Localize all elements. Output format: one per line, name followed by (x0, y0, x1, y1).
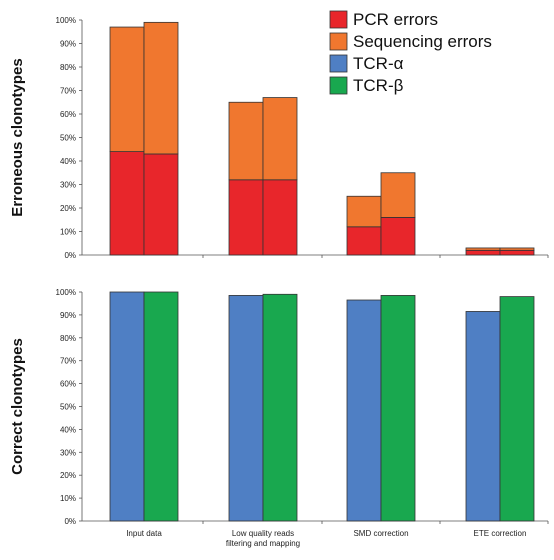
bar-pcr-errors-3-beta (499, 249, 535, 256)
legend: PCR errors Sequencing errors TCR-α TCR-β (329, 10, 492, 95)
y-tick-label: 90% (60, 311, 76, 320)
category-label: filtering and mapping (226, 539, 300, 548)
legend-swatch (329, 32, 348, 51)
y-tick-label: 70% (60, 357, 76, 366)
y-tick-label: 10% (60, 494, 76, 503)
legend-label: TCR-β (353, 76, 404, 95)
bar-tcr-alpha-3 (465, 311, 501, 522)
bar-pcr-errors-0-beta (143, 153, 179, 256)
bar-tcr-beta-1 (262, 293, 298, 522)
legend-swatch (329, 76, 348, 95)
y-tick-label: 60% (60, 380, 76, 389)
bar-sequencing-errors-1-alpha (228, 101, 264, 181)
category-label: Low quality reads (232, 529, 294, 538)
bar-tcr-alpha-2 (346, 299, 382, 522)
y-tick-label: 50% (60, 134, 76, 143)
bar-tcr-beta-0 (143, 291, 179, 522)
bar-sequencing-errors-0-alpha (109, 26, 145, 153)
bar-pcr-errors-3-alpha (465, 249, 501, 256)
bar-pcr-errors-1-alpha (228, 179, 264, 256)
y-tick-label: 50% (60, 403, 76, 412)
bar-sequencing-errors-2-alpha (346, 195, 382, 228)
y-tick-label: 20% (60, 204, 76, 213)
bar-pcr-errors-2-beta (380, 216, 416, 256)
y-axis-label: Correct clonotypes (9, 338, 26, 475)
y-tick-label: 40% (60, 157, 76, 166)
bar-sequencing-errors-3-alpha (465, 247, 501, 251)
legend-label: PCR errors (353, 10, 438, 29)
bar-tcr-beta-2 (380, 295, 416, 522)
y-axis-label: Erroneous clonotypes (9, 58, 26, 216)
legend-swatch (329, 10, 348, 29)
bar-sequencing-errors-2-beta (380, 172, 416, 218)
category-label: Input data (126, 529, 162, 538)
bar-tcr-alpha-0 (109, 291, 145, 522)
bar-sequencing-errors-3-beta (499, 247, 535, 251)
y-tick-label: 100% (56, 288, 76, 297)
y-tick-label: 40% (60, 425, 76, 434)
bar-tcr-beta-3 (499, 296, 535, 522)
legend-label: TCR-α (353, 54, 404, 73)
y-tick-label: 80% (60, 334, 76, 343)
y-tick-label: 30% (60, 448, 76, 457)
bar-sequencing-errors-0-beta (143, 21, 179, 155)
y-tick-label: 20% (60, 471, 76, 480)
y-tick-label: 100% (56, 16, 76, 25)
bar-tcr-alpha-1 (228, 295, 264, 522)
y-tick-label: 90% (60, 40, 76, 49)
y-tick-label: 0% (64, 517, 76, 526)
category-label: ETE correction (474, 529, 527, 538)
y-tick-label: 60% (60, 110, 76, 119)
erroneous-clonotypes-panel: 0% 10% 20% 30% 40% 50% 60% 70% 80% 90% 100% Erroneo… (9, 16, 549, 260)
bar-pcr-errors-0-alpha (109, 151, 145, 256)
y-tick-label: 10% (60, 228, 76, 237)
y-tick-label: 0% (64, 251, 76, 260)
bar-sequencing-errors-1-beta (262, 97, 298, 181)
bar-pcr-errors-1-beta (262, 179, 298, 256)
y-tick-label: 70% (60, 87, 76, 96)
bar-pcr-errors-2-alpha (346, 226, 382, 256)
y-tick-label: 30% (60, 181, 76, 190)
legend-swatch (329, 54, 348, 73)
category-label: SMD correction (353, 529, 408, 538)
y-tick-label: 80% (60, 63, 76, 72)
legend-label: Sequencing errors (353, 32, 492, 51)
correct-clonotypes-panel: 0% 10% 20% 30% 40% 50% 60% 70% 80% 90% 100% Correct… (9, 288, 549, 526)
